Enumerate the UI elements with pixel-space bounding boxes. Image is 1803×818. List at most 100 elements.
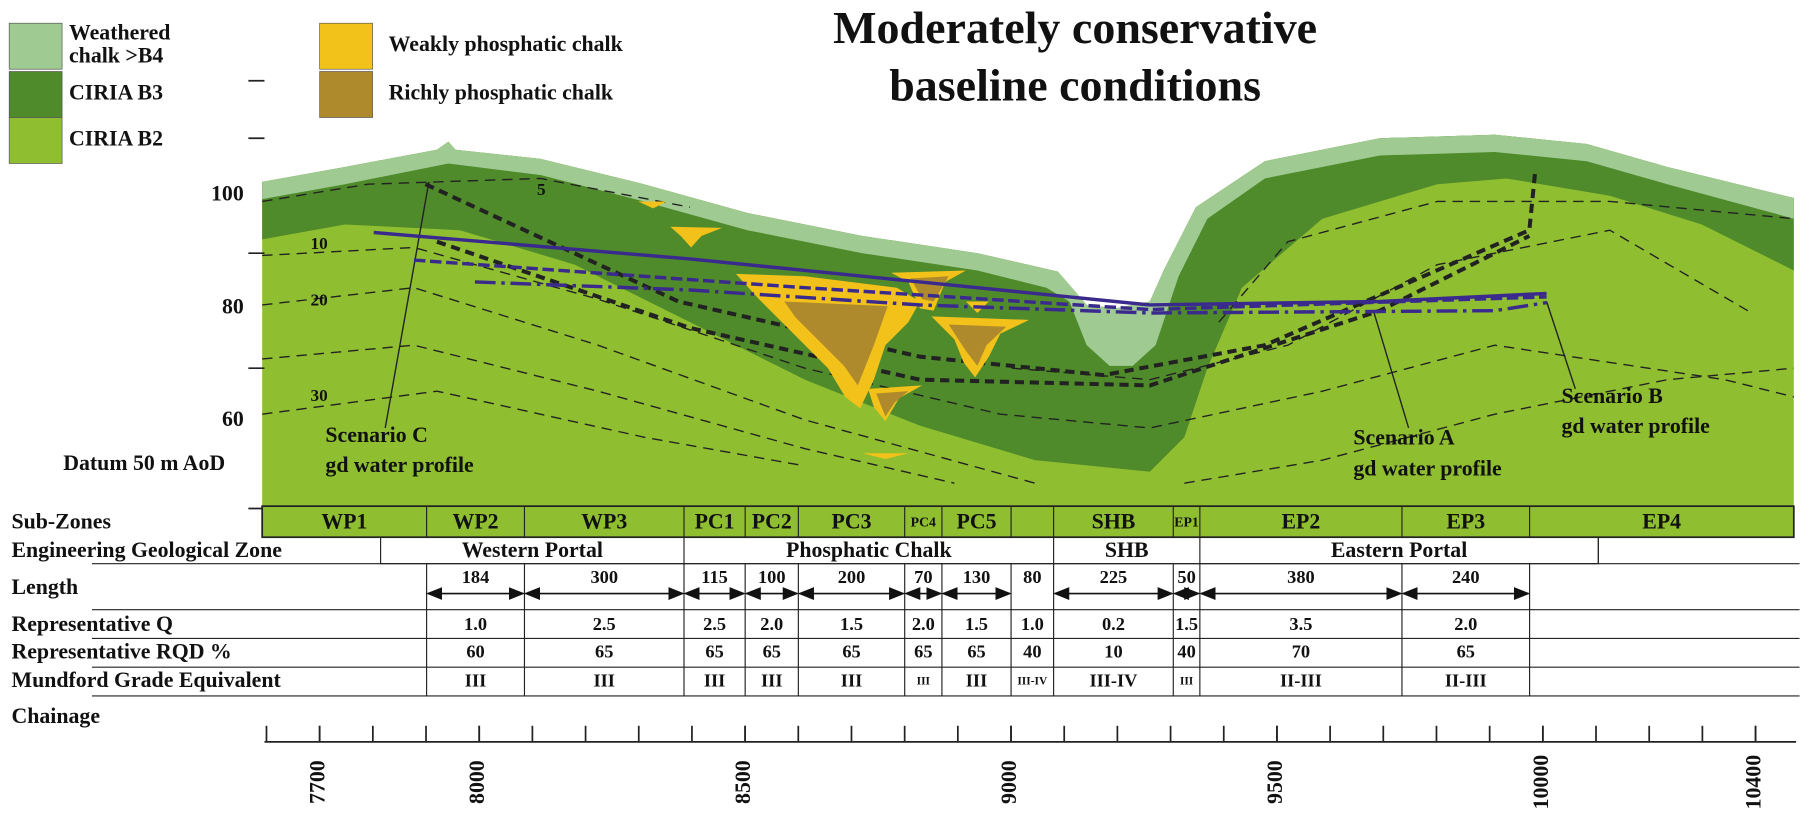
title: baseline conditions [889,59,1261,110]
length: 300 [590,567,618,587]
grade: III-IV [1089,670,1138,690]
grade: III [594,670,615,690]
zone: Western Portal [462,538,603,562]
scenario-label: gd water profile [1353,457,1502,481]
contour-label: 5 [537,180,546,199]
q: 1.0 [1021,614,1044,634]
grade: III-IV [1017,676,1048,688]
grade: III [465,670,486,690]
rqd: 40 [1023,642,1041,662]
grade: II-III [1280,670,1322,690]
grade: III [966,670,987,690]
legend-swatch [9,118,62,164]
grade: III [761,670,782,690]
chainage-label: 8500 [731,760,755,804]
length: 225 [1100,567,1128,587]
row-label: Length [11,575,78,599]
title: Moderately conservative [833,2,1317,53]
chainage-label: 9500 [1263,760,1287,804]
q: 2.0 [760,614,783,634]
q: 0.2 [1102,614,1125,634]
length: 200 [838,567,866,587]
sub-zone: WP3 [581,509,627,533]
length: 240 [1452,567,1480,587]
elevation-label: 100 [211,182,244,206]
length: 130 [963,567,991,587]
rqd: 60 [466,642,484,662]
q: 2.5 [703,614,726,634]
legend-label: CIRIA B2 [69,127,163,151]
q: 1.5 [1175,614,1198,634]
contour-label: 10 [310,234,327,253]
sub-zone: PC2 [752,509,792,533]
scenario-label: Scenario B [1562,384,1663,408]
rqd: 65 [842,642,860,662]
rqd: 65 [595,642,613,662]
rqd: 70 [1292,642,1310,662]
legend-label: Weakly phosphatic chalk [389,32,624,56]
rqd: 10 [1104,642,1122,662]
q: 2.0 [1454,614,1477,634]
sub-zone: SHB [1092,509,1136,533]
rqd: 40 [1177,642,1195,662]
q: 3.5 [1289,614,1312,634]
row-label: Chainage [11,704,100,728]
sub-zone: WP1 [321,509,367,533]
row-label: Sub-Zones [11,509,110,533]
zone: Eastern Portal [1331,538,1467,562]
grade: III [1180,676,1194,688]
sub-zone: EP1 [1174,515,1199,530]
row-label: Representative RQD % [11,639,231,663]
q: 1.5 [965,614,988,634]
chainage-label: 10400 [1742,755,1766,810]
grade: II-III [1445,670,1487,690]
grade: III [704,670,725,690]
q: 2.0 [912,614,935,634]
chainage-label: 10000 [1529,755,1553,810]
length: 380 [1287,567,1315,587]
elevation-label: 80 [222,294,244,318]
rqd: 65 [763,642,781,662]
sub-zone: PC1 [695,509,735,533]
sub-zone: PC4 [911,515,936,530]
chainage-label: 7700 [306,760,330,804]
row-label: Engineering Geological Zone [11,538,282,562]
cross-section [262,135,1794,506]
legend-swatch [320,72,373,118]
datum-label: Datum 50 m AoD [63,451,225,475]
q: 1.0 [464,614,487,634]
q: 1.5 [840,614,863,634]
length: 50 [1177,567,1195,587]
sub-zone: PC3 [832,509,872,533]
legend-label: chalk >B4 [69,44,163,68]
length: 80 [1023,567,1041,587]
grade: III [841,670,862,690]
scenario-label: gd water profile [1562,414,1711,438]
length: 100 [758,567,786,587]
row-label: Representative Q [11,612,172,636]
chainage-label: 8000 [465,760,489,804]
elevation-label: 60 [222,407,244,431]
sub-zone: EP2 [1282,509,1321,533]
length: 115 [701,567,728,587]
grade: III [917,676,931,688]
sub-zone: EP4 [1642,509,1681,533]
zone: SHB [1105,538,1149,562]
chainage-label: 9000 [997,760,1021,804]
legend-swatch [9,23,62,69]
length: 184 [462,567,490,587]
row-label: Mundford Grade Equivalent [11,668,281,692]
sub-zone: PC5 [956,509,996,533]
contour-label: 30 [310,386,327,405]
sub-zone: WP2 [452,509,498,533]
diagram: Moderately conservative baseline conditi… [0,0,1803,818]
zone: Phosphatic Chalk [786,538,952,562]
q: 2.5 [593,614,616,634]
legend-label: Weathered [69,21,170,45]
sub-zone: EP3 [1446,509,1485,533]
scenario-label: Scenario A [1353,425,1454,449]
length: 70 [914,567,932,587]
contour-label: 20 [310,290,327,309]
legend-label: CIRIA B3 [69,81,163,105]
rqd: 65 [705,642,723,662]
